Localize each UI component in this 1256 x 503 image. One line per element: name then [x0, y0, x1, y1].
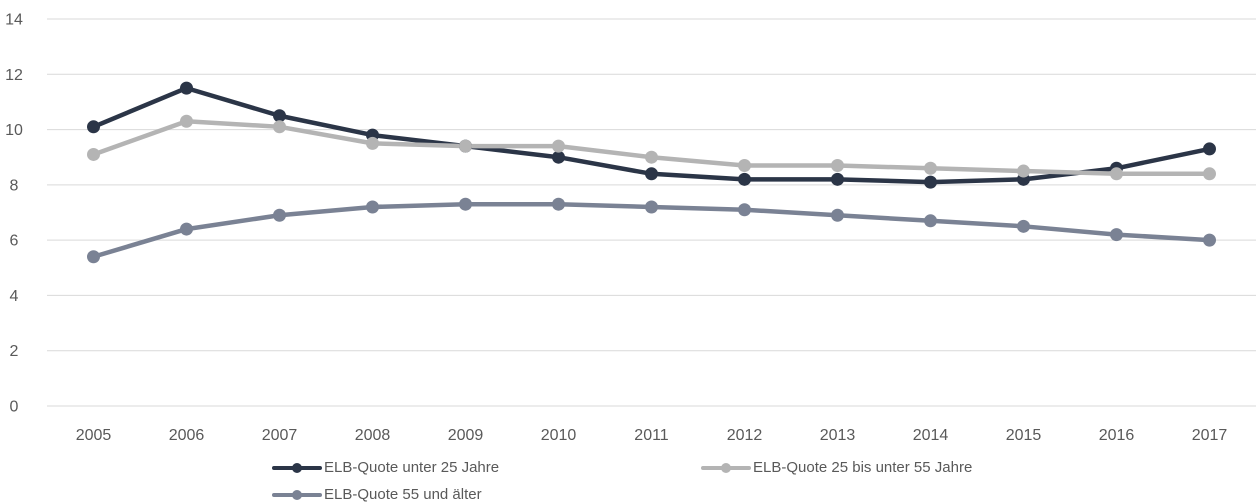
data-point: [87, 250, 100, 264]
x-tick-label: 2008: [355, 427, 391, 444]
data-point: [924, 175, 937, 189]
x-tick-label: 2010: [541, 427, 577, 444]
data-point: [1017, 219, 1030, 233]
data-point: [645, 200, 658, 214]
data-point: [459, 197, 472, 211]
y-tick-label: 10: [5, 122, 23, 139]
x-tick-label: 2013: [820, 427, 856, 444]
data-point: [366, 200, 379, 214]
data-point: [645, 150, 658, 164]
data-point: [1203, 233, 1216, 247]
data-point: [459, 139, 472, 153]
data-point: [180, 222, 193, 236]
y-axis-ticks: 0 2 4 6 8 10 12 14: [5, 12, 23, 416]
data-point: [1110, 167, 1123, 181]
y-tick-label: 8: [10, 177, 19, 194]
data-point: [87, 147, 100, 161]
data-point: [366, 136, 379, 150]
data-point: [273, 208, 286, 222]
y-tick-label: 14: [5, 12, 23, 29]
data-point: [273, 120, 286, 134]
x-tick-label: 2009: [448, 427, 484, 444]
y-tick-label: 0: [10, 399, 19, 416]
y-tick-label: 6: [10, 233, 19, 250]
data-point: [1017, 164, 1030, 178]
data-point: [1203, 142, 1216, 156]
data-point: [738, 203, 751, 217]
data-point: [831, 208, 844, 222]
y-tick-label: 12: [5, 67, 23, 84]
data-point: [180, 114, 193, 128]
data-point: [1110, 228, 1123, 242]
data-point: [552, 150, 565, 164]
data-point: [87, 120, 100, 134]
x-axis-ticks: 2005 2006 2007 2008 2009 2010 2011 2012 2013 2014…: [76, 427, 1228, 444]
data-point: [645, 167, 658, 181]
data-point: [924, 161, 937, 175]
y-tick-label: 4: [10, 288, 19, 305]
gridlines: [47, 18, 1256, 407]
x-tick-label: 2014: [913, 427, 949, 444]
x-tick-label: 2007: [262, 427, 298, 444]
data-point: [552, 197, 565, 211]
x-tick-label: 2015: [1006, 427, 1042, 444]
x-tick-label: 2012: [727, 427, 763, 444]
data-point: [831, 172, 844, 186]
x-tick-label: 2005: [76, 427, 112, 444]
x-tick-label: 2011: [634, 427, 669, 444]
data-point: [738, 159, 751, 173]
data-point: [924, 214, 937, 228]
data-point: [1203, 167, 1216, 181]
y-tick-label: 2: [10, 343, 19, 360]
data-point: [180, 81, 193, 95]
series-points: [87, 81, 1216, 264]
x-tick-label: 2006: [169, 427, 205, 444]
data-point: [273, 109, 286, 123]
data-point: [552, 139, 565, 153]
data-point: [738, 172, 751, 186]
x-tick-label: 2017: [1192, 427, 1228, 444]
data-point: [831, 159, 844, 173]
x-tick-label: 2016: [1099, 427, 1135, 444]
